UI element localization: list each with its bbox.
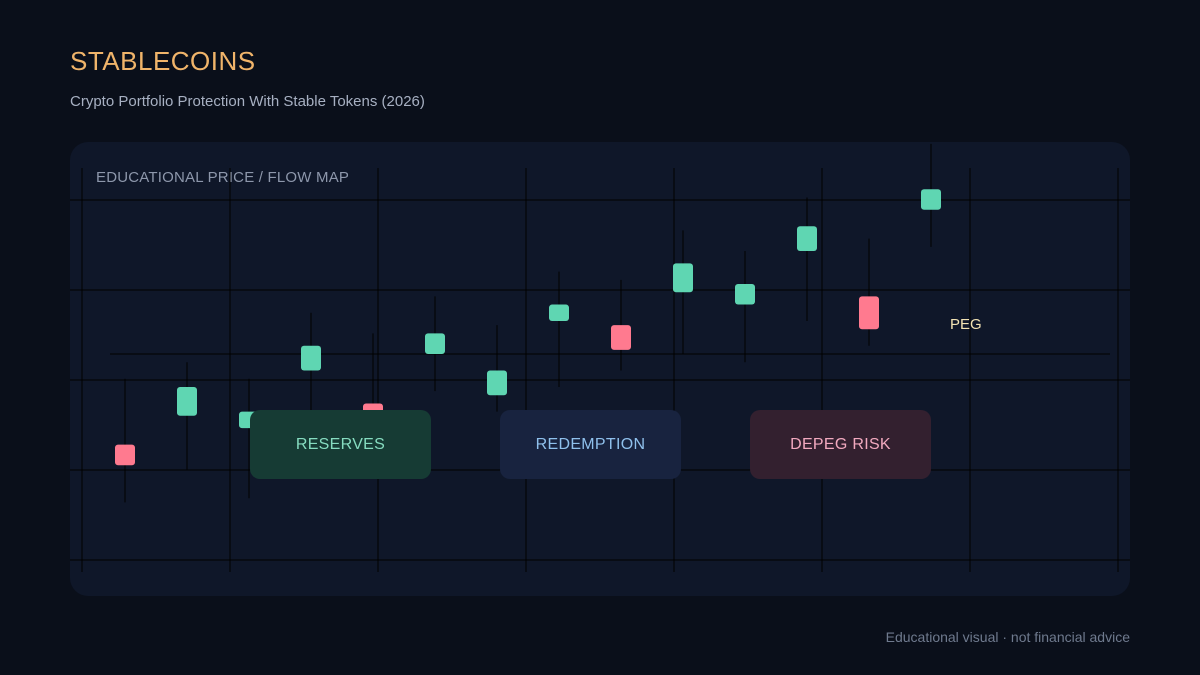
- candle-body-8: [611, 325, 631, 350]
- reserves-tag: RESERVES: [250, 410, 431, 479]
- candle-body-11: [797, 226, 817, 251]
- candle-body-3: [301, 345, 321, 371]
- candle-body-9: [673, 263, 693, 293]
- chart-panel: [70, 142, 1130, 596]
- disclaimer-footer: Educational visual · not financial advic…: [885, 629, 1130, 645]
- depeg-risk-tag: DEPEG RISK: [750, 410, 931, 479]
- candle-body-7: [549, 304, 569, 322]
- chart-panel-label: EDUCATIONAL PRICE / FLOW MAP: [96, 169, 350, 186]
- candle-body-13: [921, 189, 941, 210]
- candle-body-12: [859, 296, 879, 330]
- candle-body-10: [735, 283, 755, 305]
- peg-label: PEG: [950, 316, 982, 333]
- page-title: STABLECOINS: [70, 46, 256, 76]
- candle-body-0: [115, 444, 135, 466]
- candle-body-5: [425, 333, 445, 354]
- page-subtitle: Crypto Portfolio Protection With Stable …: [70, 93, 425, 110]
- redemption-tag: REDEMPTION: [500, 410, 681, 479]
- candle-body-1: [177, 386, 197, 416]
- chart-grid: [70, 168, 1130, 572]
- candle-body-6: [487, 370, 507, 396]
